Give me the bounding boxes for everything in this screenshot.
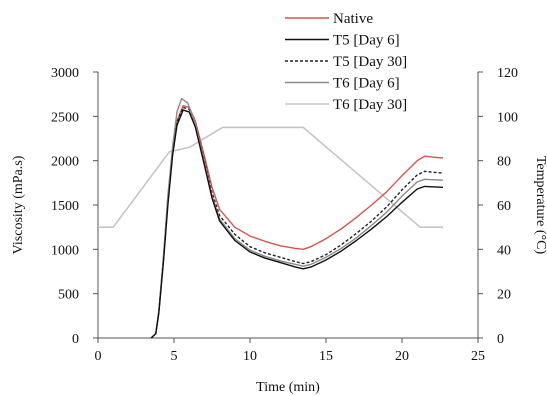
ticks-layer: 0 5 10 15 20 25 0 500 1000 1500 2000 2500 3000 0 20 40 6…: [51, 66, 518, 364]
x-axis-title: Time (min): [256, 380, 320, 395]
y2-tick-label: 100: [497, 110, 518, 125]
series-line: [98, 126, 443, 228]
y-tick-label: 1500: [51, 199, 79, 214]
y2-tick-label: 120: [497, 66, 518, 81]
x-tick-label: 5: [171, 349, 178, 364]
y2-tick-label: 0: [497, 332, 504, 347]
y2-tick-label: 20: [497, 288, 511, 303]
y-tick-label: 1000: [51, 243, 79, 258]
series-line: [150, 106, 444, 339]
y2-axis-title: Temperature (°C): [533, 156, 547, 255]
y2-tick-label: 60: [497, 199, 511, 214]
x-tick-label: 15: [319, 349, 333, 364]
x-tick-label: 10: [243, 349, 257, 364]
y2-tick-label: 40: [497, 243, 511, 258]
y-tick-label: 500: [58, 288, 79, 303]
y-axis-title: Viscosity (mPa.s): [11, 155, 26, 254]
plot-area: 0 5 10 15 20 25 0 500 1000 1500 2000 2500 3000 0 20 40 6…: [51, 66, 518, 364]
legend: Native T5 [Day 6] T5 [Day 30] T6 [Day 6] T6 …: [285, 11, 407, 113]
series-line: [150, 109, 444, 339]
y-tick-label: 2000: [51, 155, 79, 170]
series-line: [150, 105, 444, 339]
series-line: [150, 97, 444, 339]
legend-label: T5 [Day 30]: [333, 54, 407, 70]
y-tick-label: 3000: [51, 66, 79, 81]
x-tick-label: 0: [95, 349, 102, 364]
y2-tick-label: 80: [497, 155, 511, 170]
x-tick-label: 20: [395, 349, 409, 364]
x-tick-label: 25: [471, 349, 485, 364]
legend-label: T6 [Day 30]: [333, 97, 407, 113]
y-tick-label: 2500: [51, 110, 79, 125]
legend-label: T5 [Day 6]: [333, 33, 400, 49]
y-tick-label: 0: [72, 332, 79, 347]
legend-label: T6 [Day 6]: [333, 76, 400, 92]
legend-label: Native: [333, 11, 373, 27]
series-layer: [98, 97, 444, 339]
